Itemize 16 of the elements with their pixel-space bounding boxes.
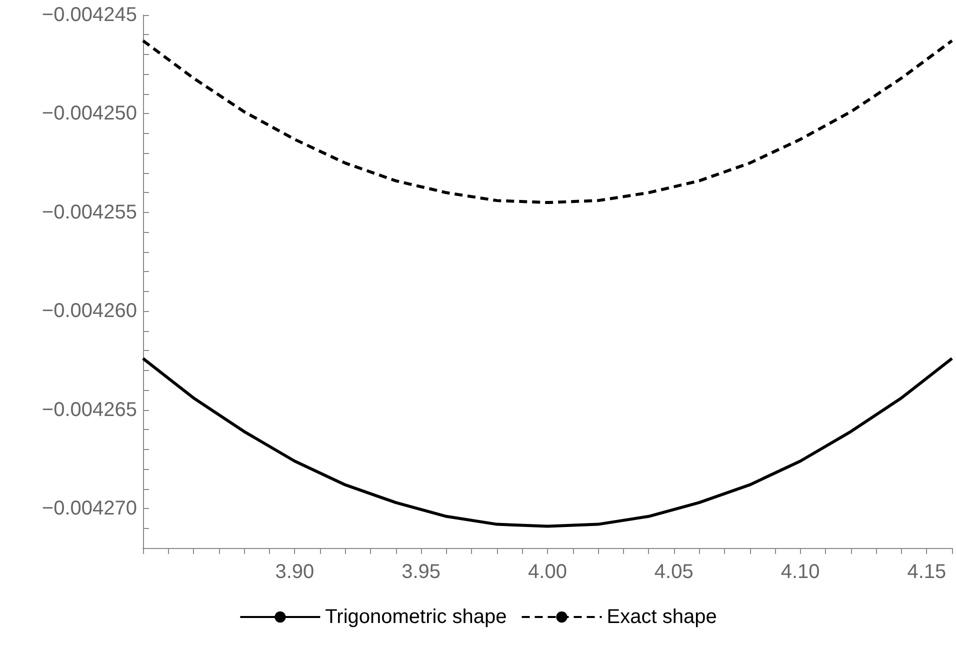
y-tick-label: −0.004250	[42, 102, 137, 125]
x-tick-label: 4.15	[907, 561, 946, 583]
x-tick-label: 4.00	[528, 561, 567, 583]
y-tick-label: −0.004260	[42, 300, 137, 322]
y-tick-label: −0.004270	[42, 498, 137, 520]
x-tick-label: 3.90	[275, 561, 314, 583]
legend-label: Exact shape	[606, 606, 717, 628]
y-tick-label: −0.004255	[42, 201, 137, 224]
line-series	[142, 356, 954, 528]
y-tick-label: −0.004265	[42, 398, 137, 421]
legend-label: Trigonometric shape	[325, 606, 507, 628]
y-tick-label: −0.004245	[42, 4, 137, 26]
x-tick-label: 3.95	[402, 561, 441, 583]
x-tick-label: 4.10	[780, 561, 820, 583]
line-series	[142, 39, 954, 204]
x-tick-label: 4.05	[654, 561, 694, 583]
